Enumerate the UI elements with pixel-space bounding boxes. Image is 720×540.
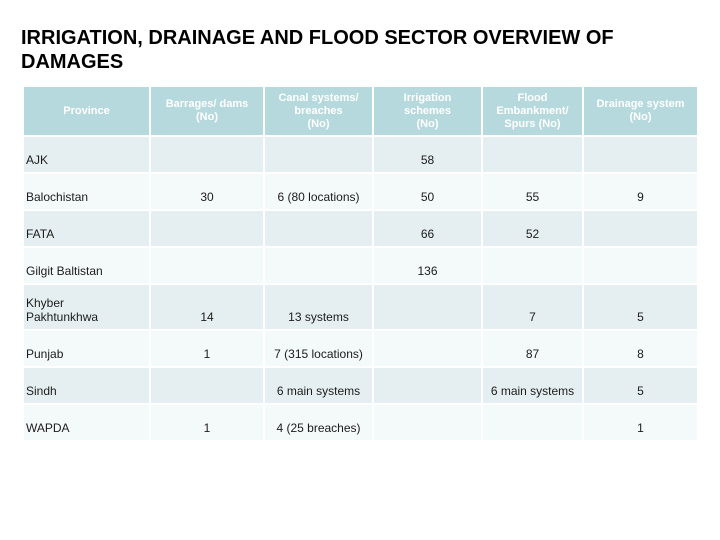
cell-value — [372, 366, 483, 405]
cell-value: 7 (315 locations) — [263, 329, 374, 368]
cell-province: Punjab — [22, 329, 151, 368]
cell-value: 1 — [582, 403, 699, 442]
cell-value — [481, 135, 584, 174]
table-row-punjab: Punjab 1 7 (315 locations) 87 8 — [22, 329, 699, 368]
cell-province: FATA — [22, 209, 151, 248]
cell-value: 6 main systems — [481, 366, 584, 405]
table-row-fata: FATA 66 52 — [22, 209, 699, 248]
cell-province: AJK — [22, 135, 151, 174]
cell-value — [149, 246, 265, 285]
cell-value — [372, 329, 483, 368]
cell-value — [582, 246, 699, 285]
cell-value — [149, 209, 265, 248]
cell-value: 9 — [582, 172, 699, 211]
cell-value: 55 — [481, 172, 584, 211]
cell-value — [149, 366, 265, 405]
cell-value: 87 — [481, 329, 584, 368]
column-header-drainage-system: Drainage system (No) — [582, 85, 699, 137]
table-row-gilgit-baltistan: Gilgit Baltistan 136 — [22, 246, 699, 285]
cell-value: 6 main systems — [263, 366, 374, 405]
cell-value: 14 — [149, 283, 265, 331]
cell-value — [263, 209, 374, 248]
table-row-ajk: AJK 58 — [22, 135, 699, 174]
table-row-wapda: WAPDA 1 4 (25 breaches) 1 — [22, 403, 699, 442]
table-row-balochistan: Balochistan 30 6 (80 locations) 50 55 9 — [22, 172, 699, 211]
cell-province: WAPDA — [22, 403, 151, 442]
cell-value — [582, 135, 699, 174]
cell-value: 1 — [149, 403, 265, 442]
cell-province: Sindh — [22, 366, 151, 405]
cell-value: 5 — [582, 366, 699, 405]
column-header-irrigation-schemes: Irrigation schemes (No) — [372, 85, 483, 137]
cell-value — [263, 135, 374, 174]
cell-value — [372, 283, 483, 331]
cell-value: 6 (80 locations) — [263, 172, 374, 211]
damages-table: Province Barrages/ dams (No) Canal syste… — [22, 85, 699, 442]
column-header-province: Province — [22, 85, 151, 137]
slide-title: IRRIGATION, DRAINAGE AND FLOOD SECTOR OV… — [21, 27, 614, 73]
cell-province: Khyber Pakhtunkhwa — [22, 283, 151, 331]
cell-value: 5 — [582, 283, 699, 331]
column-header-canal-systems: Canal systems/ breaches (No) — [263, 85, 374, 137]
cell-value: 136 — [372, 246, 483, 285]
cell-value — [372, 403, 483, 442]
cell-province: Gilgit Baltistan — [22, 246, 151, 285]
cell-value: 4 (25 breaches) — [263, 403, 374, 442]
cell-value: 66 — [372, 209, 483, 248]
cell-value: 52 — [481, 209, 584, 248]
header-row: Province Barrages/ dams (No) Canal syste… — [22, 85, 699, 137]
cell-value — [481, 403, 584, 442]
table-row-khyber-pakhtunkhwa: Khyber Pakhtunkhwa 14 13 systems 7 5 — [22, 283, 699, 331]
table-row-sindh: Sindh 6 main systems 6 main systems 5 — [22, 366, 699, 405]
cell-province: Balochistan — [22, 172, 151, 211]
cell-value: 13 systems — [263, 283, 374, 331]
cell-value: 7 — [481, 283, 584, 331]
cell-value: 30 — [149, 172, 265, 211]
cell-value: 1 — [149, 329, 265, 368]
cell-value — [149, 135, 265, 174]
cell-value: 58 — [372, 135, 483, 174]
cell-value: 50 — [372, 172, 483, 211]
cell-value — [582, 209, 699, 248]
cell-value — [481, 246, 584, 285]
damages-table-container: Province Barrages/ dams (No) Canal syste… — [22, 85, 699, 442]
cell-value — [263, 246, 374, 285]
column-header-flood-embankment: Flood Embankment/ Spurs (No) — [481, 85, 584, 137]
cell-value: 8 — [582, 329, 699, 368]
column-header-barrages-dams: Barrages/ dams (No) — [149, 85, 265, 137]
